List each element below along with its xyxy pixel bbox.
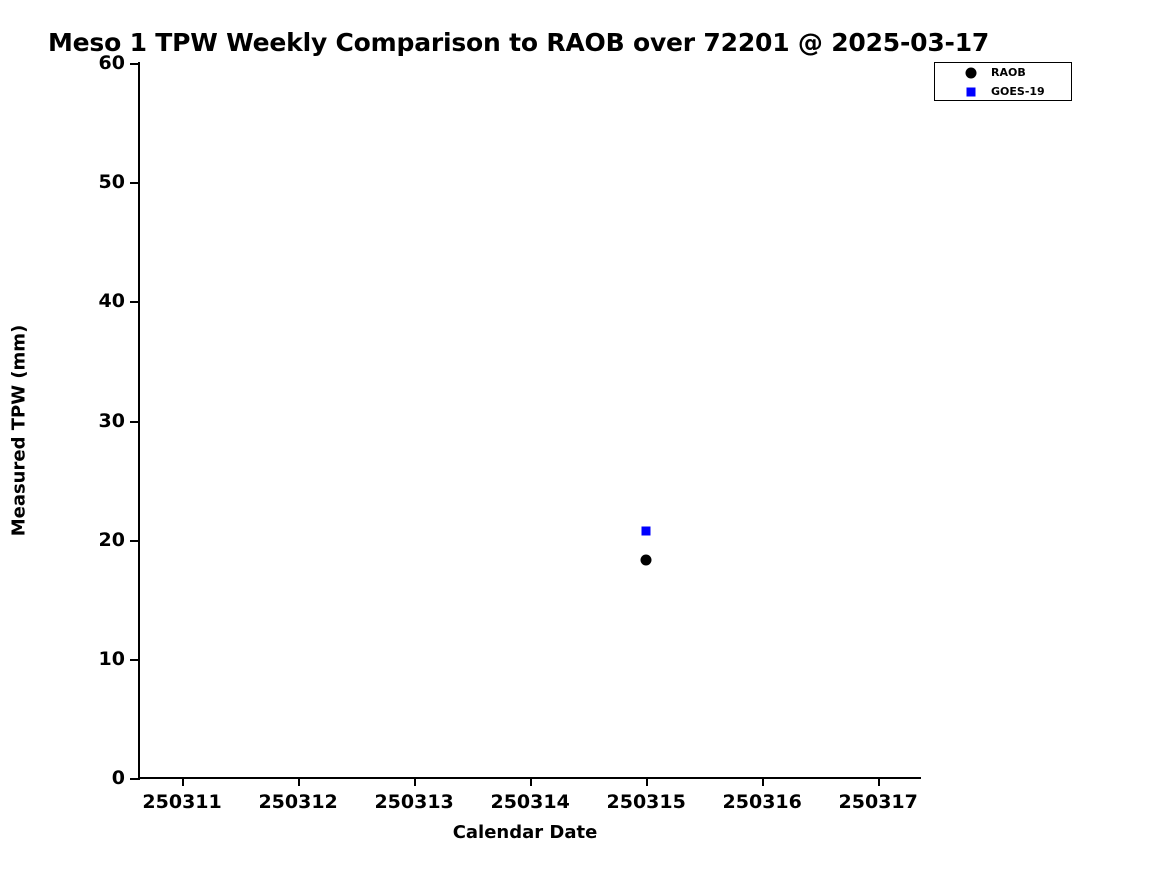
legend-marker-slot: [935, 63, 991, 82]
y-tick-label: 60: [98, 52, 125, 74]
y-tick-label: 0: [111, 767, 125, 789]
x-tick-mark: [414, 778, 417, 786]
x-tick-mark: [182, 778, 185, 786]
data-point-raob: [640, 554, 652, 566]
y-tick-mark: [130, 63, 138, 65]
x-tick-mark: [530, 778, 533, 786]
y-tick-label: 50: [98, 171, 125, 194]
x-tick-mark: [298, 778, 301, 786]
legend-marker-square-icon: [966, 87, 976, 96]
x-tick-label: 250317: [838, 791, 918, 813]
y-tick-label: 40: [98, 290, 125, 313]
legend-marker-circle-icon: [965, 67, 977, 78]
x-axis-label: Calendar Date: [452, 822, 598, 843]
x-axis-spine: [138, 777, 921, 779]
x-tick-label: 250316: [722, 791, 802, 813]
x-tick-label: 250315: [606, 791, 686, 813]
x-tick-label: 250312: [258, 791, 338, 813]
y-tick-mark: [130, 420, 138, 423]
y-tick-mark: [130, 301, 138, 304]
y-tick-label: 30: [98, 409, 125, 432]
x-tick-label: 250314: [490, 791, 570, 813]
x-tick-mark: [878, 778, 881, 786]
y-tick-mark: [130, 658, 138, 661]
legend-marker-slot: [935, 82, 991, 101]
x-tick-label: 250311: [142, 791, 222, 813]
x-tick-mark: [646, 778, 649, 786]
y-axis-label: Measured TPW (mm): [8, 324, 30, 537]
chart-legend: RAOB GOES-19: [934, 62, 1072, 101]
x-tick-mark: [762, 778, 765, 786]
chart-title: Meso 1 TPW Weekly Comparison to RAOB ove…: [48, 28, 990, 57]
data-point-goes-19: [641, 526, 651, 536]
y-tick-label: 10: [98, 647, 125, 670]
y-axis-spine: [138, 62, 140, 780]
legend-entry: RAOB: [935, 63, 1071, 82]
y-tick-mark: [130, 778, 138, 780]
y-tick-label: 20: [98, 528, 125, 551]
legend-entry: GOES-19: [935, 82, 1071, 101]
x-tick-label: 250313: [374, 791, 454, 813]
legend-label: GOES-19: [991, 85, 1045, 98]
y-tick-mark: [130, 539, 138, 542]
legend-label: RAOB: [991, 66, 1026, 79]
y-tick-mark: [130, 182, 138, 185]
plot-area: 0 10 20 30 40 50 60 250311 250312 250313 250314 25…: [99, 52, 920, 813]
